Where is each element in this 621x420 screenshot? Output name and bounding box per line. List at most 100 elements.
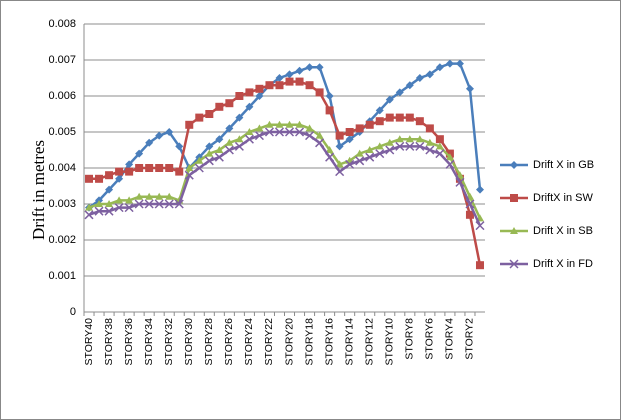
marker (395, 88, 404, 97)
marker (510, 194, 518, 202)
marker (305, 131, 315, 141)
marker (315, 138, 325, 148)
marker (255, 92, 264, 100)
marker (295, 120, 304, 128)
marker (425, 145, 435, 155)
marker (204, 156, 214, 166)
marker (254, 131, 264, 141)
marker (385, 145, 395, 155)
marker (284, 127, 295, 137)
marker (475, 261, 484, 270)
marker (255, 84, 264, 93)
marker (355, 124, 364, 133)
marker (285, 70, 294, 79)
marker (285, 120, 294, 128)
marker (355, 156, 365, 166)
marker (425, 70, 434, 79)
marker (465, 84, 474, 93)
x-tick-label: STORY26 (223, 318, 235, 366)
marker (135, 192, 144, 200)
marker (385, 95, 394, 104)
marker (244, 134, 254, 144)
x-tick-label: STORY12 (363, 318, 375, 366)
x-tick-label: STORY22 (263, 318, 275, 366)
marker (84, 210, 94, 220)
marker (185, 164, 194, 171)
marker (165, 128, 174, 136)
x-tick-label: STORY10 (384, 318, 396, 366)
marker (245, 88, 254, 97)
marker (225, 99, 234, 108)
legend-label: Drift X in FD (533, 258, 593, 270)
x-tick-label: STORY40 (83, 318, 95, 366)
marker (214, 152, 224, 162)
marker (194, 163, 204, 173)
marker (85, 174, 94, 183)
marker (325, 106, 334, 115)
marker (265, 120, 274, 128)
legend-label: Drift X in GB (533, 159, 594, 171)
marker (215, 135, 224, 144)
marker (465, 199, 475, 209)
x-tick-label: STORY2 (464, 318, 476, 360)
marker (264, 127, 274, 137)
marker (155, 131, 164, 140)
marker (164, 199, 174, 209)
marker (94, 206, 104, 216)
marker (145, 164, 154, 172)
marker (415, 117, 424, 126)
marker (105, 185, 114, 194)
marker (415, 135, 424, 143)
marker (375, 106, 384, 115)
marker (224, 145, 234, 155)
marker (165, 164, 174, 172)
marker (385, 113, 394, 122)
y-tick-label: 0.001 (48, 270, 76, 282)
marker (365, 146, 374, 153)
y-tick-label: 0.005 (48, 126, 76, 138)
marker (115, 196, 124, 204)
marker (275, 74, 284, 82)
marker (154, 199, 164, 209)
marker (435, 63, 444, 72)
x-tick-label: STORY34 (143, 318, 155, 366)
x-tick-label: STORY4 (444, 318, 456, 360)
marker (365, 120, 374, 129)
x-tick-label: STORY20 (283, 318, 295, 366)
marker (105, 200, 114, 207)
marker (115, 167, 124, 176)
x-tick-label: STORY18 (303, 318, 315, 366)
marker (234, 141, 244, 151)
marker (375, 149, 385, 159)
x-tick-label: STORY38 (103, 318, 115, 366)
marker (215, 102, 224, 111)
series-line (88, 123, 482, 219)
marker (435, 135, 444, 144)
legend-label: Drift X in SB (533, 225, 593, 237)
y-tick-label: 0.008 (48, 18, 76, 30)
marker (295, 127, 305, 137)
marker (175, 142, 184, 151)
marker (265, 81, 274, 90)
marker (325, 152, 335, 162)
marker (285, 77, 294, 86)
marker (135, 149, 144, 158)
marker (445, 59, 454, 68)
marker (510, 161, 518, 169)
marker (155, 164, 164, 172)
marker (125, 196, 134, 204)
x-tick-label: STORY36 (123, 318, 135, 366)
x-tick-label: STORY14 (343, 318, 355, 366)
marker (275, 81, 284, 90)
marker (225, 124, 234, 133)
marker (255, 124, 264, 132)
marker (345, 128, 354, 136)
marker (325, 146, 334, 153)
marker (445, 159, 455, 169)
marker (114, 203, 124, 213)
marker (195, 156, 204, 164)
marker (85, 203, 94, 211)
marker (405, 81, 414, 90)
marker (295, 77, 304, 86)
